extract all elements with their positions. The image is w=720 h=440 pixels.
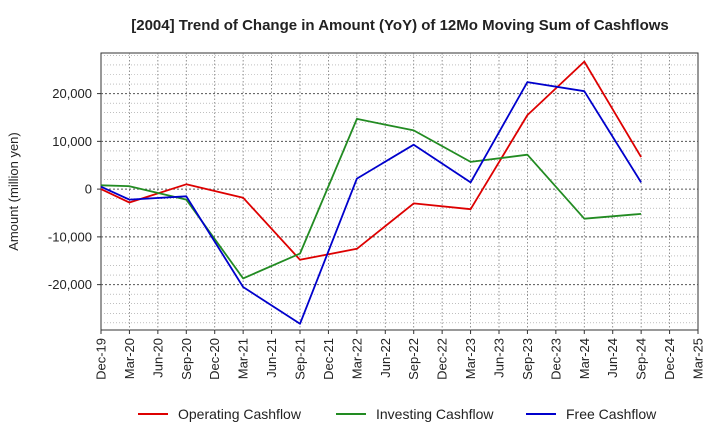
legend: Operating Cashflow Investing Cashflow Free… xyxy=(138,406,657,422)
x-tick-label: Dec-23 xyxy=(548,338,563,380)
y-axis: 20,000 10,000 0 -10,000 -20,000 xyxy=(48,86,101,292)
legend-item: Free Cashflow xyxy=(526,406,657,422)
x-tick-label: Mar-20 xyxy=(122,338,137,379)
legend-item: Investing Cashflow xyxy=(336,406,494,422)
y-tick-label: 10,000 xyxy=(52,134,92,149)
plot-area xyxy=(100,52,699,331)
x-tick-label: Mar-21 xyxy=(236,338,251,379)
series-line xyxy=(100,81,642,325)
x-tick-label: Jun-23 xyxy=(492,338,507,378)
legend-label: Investing Cashflow xyxy=(376,406,494,422)
chart-title: [2004] Trend of Change in Amount (YoY) o… xyxy=(131,17,669,34)
x-tick-label: Jun-22 xyxy=(378,338,393,378)
x-tick-label: Dec-22 xyxy=(435,338,450,380)
x-tick-label: Dec-19 xyxy=(94,338,109,380)
x-tick-label: Sep-20 xyxy=(179,338,194,380)
y-tick-label: -10,000 xyxy=(48,229,92,244)
x-tick-label: Sep-23 xyxy=(520,338,535,380)
legend-item: Operating Cashflow xyxy=(138,406,302,422)
x-tick-label: Dec-24 xyxy=(662,338,677,380)
y-axis-label: Amount (million yen) xyxy=(6,132,21,251)
legend-label: Operating Cashflow xyxy=(178,406,302,422)
x-tick-label: Mar-23 xyxy=(463,338,478,379)
x-tick-label: Mar-22 xyxy=(349,338,364,379)
x-tick-label: Jun-21 xyxy=(264,338,279,378)
x-axis: Dec-19 Mar-20 Jun-20 Sep-20 Dec-20 Mar-21 Jun-… xyxy=(94,330,706,380)
series-line xyxy=(100,118,642,280)
x-tick-label: Jun-24 xyxy=(605,338,620,378)
y-tick-label: -20,000 xyxy=(48,277,92,292)
x-tick-label: Dec-21 xyxy=(321,338,336,380)
legend-label: Free Cashflow xyxy=(566,406,657,422)
x-tick-label: Dec-20 xyxy=(207,338,222,380)
x-tick-label: Mar-24 xyxy=(577,338,592,379)
series-lines xyxy=(100,60,642,325)
x-tick-label: Sep-24 xyxy=(634,338,649,380)
series-line xyxy=(100,60,642,261)
grid-lines xyxy=(101,53,698,330)
y-tick-label: 20,000 xyxy=(52,86,92,101)
y-tick-label: 0 xyxy=(85,182,92,197)
x-tick-label: Sep-21 xyxy=(293,338,308,380)
x-tick-label: Sep-22 xyxy=(406,338,421,380)
x-tick-label: Jun-20 xyxy=(150,338,165,378)
x-tick-label: Mar-25 xyxy=(691,338,706,379)
